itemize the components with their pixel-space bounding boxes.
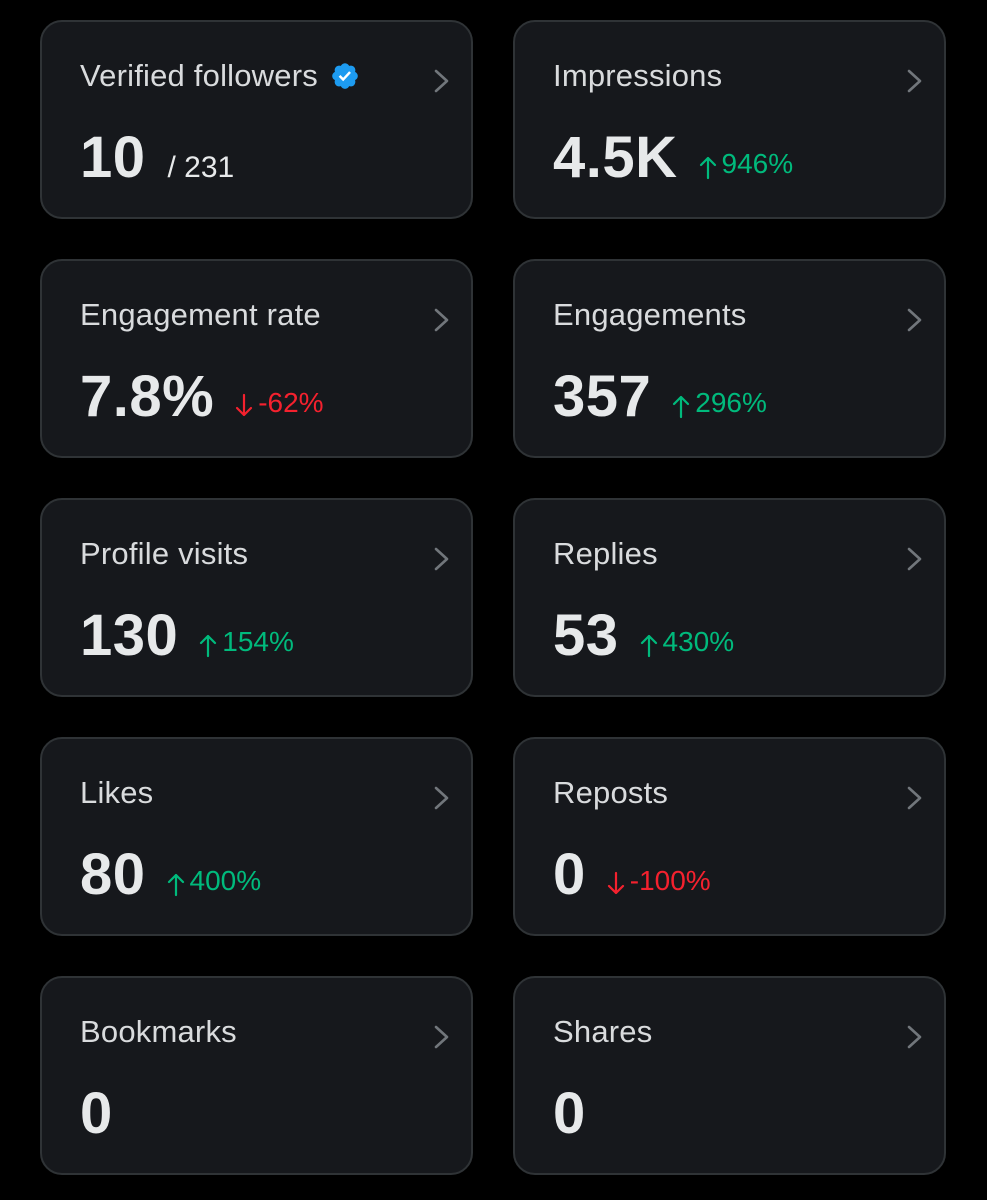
metric-value-row: 130 154%	[80, 602, 294, 672]
metric-value-row: 0	[553, 1080, 586, 1150]
metric-card-engagement-rate[interactable]: Engagement rate 7.8% -62%	[40, 259, 473, 458]
chevron-right-icon	[907, 786, 922, 810]
metric-change-value: 430%	[662, 626, 735, 657]
metric-value: 7.8%	[80, 364, 215, 429]
arrow-up-icon	[640, 634, 657, 658]
metric-value-row: 357 296%	[553, 363, 767, 433]
metric-change-value: 154%	[222, 626, 294, 657]
metric-change: 154%	[198, 626, 294, 658]
arrow-down-icon	[236, 393, 253, 417]
metric-value-row: 0	[80, 1080, 113, 1150]
chevron-right-icon	[907, 308, 922, 332]
metric-value: 80	[80, 842, 146, 907]
metric-value: 0	[553, 1081, 586, 1146]
metric-label-wrap: Replies	[553, 536, 658, 572]
metric-value: 130	[80, 603, 179, 668]
metric-value: 10	[80, 125, 146, 190]
metric-label: Shares	[553, 1014, 653, 1049]
chevron-right-icon	[434, 547, 449, 571]
metric-card-profile-visits[interactable]: Profile visits 130 154%	[40, 498, 473, 697]
metric-label-wrap: Profile visits	[80, 536, 248, 572]
metric-label: Engagements	[553, 297, 747, 332]
metric-label-wrap: Engagements	[553, 297, 747, 333]
chevron-right-icon	[434, 786, 449, 810]
metric-label-wrap: Shares	[553, 1014, 652, 1050]
arrow-up-icon	[167, 873, 184, 897]
metric-value-row: 10 / 231	[80, 124, 234, 194]
metric-change: 430%	[639, 626, 735, 658]
metric-label: Reposts	[553, 775, 669, 810]
metric-change-value: 296%	[695, 387, 767, 418]
metric-change-value: 400%	[189, 865, 262, 896]
metric-value-row: 80 400%	[80, 841, 261, 911]
metric-change: 400%	[166, 865, 262, 897]
metric-label: Replies	[553, 536, 658, 571]
verified-badge-icon	[332, 63, 358, 89]
metric-card-impressions[interactable]: Impressions 4.5K 946%	[513, 20, 946, 219]
metric-label-wrap: Bookmarks	[80, 1014, 237, 1050]
metric-card-reposts[interactable]: Reposts 0 -100%	[513, 737, 946, 936]
arrow-up-icon	[673, 395, 690, 419]
chevron-right-icon	[434, 1025, 449, 1049]
chevron-right-icon	[907, 1025, 922, 1049]
metric-label: Impressions	[553, 58, 723, 93]
metric-value: 0	[553, 842, 586, 907]
metric-change-value: 946%	[721, 148, 794, 179]
metric-change: 296%	[671, 387, 767, 419]
metric-value: 53	[553, 603, 619, 668]
metric-total: / 231	[167, 151, 235, 184]
metric-change-value: -62%	[258, 387, 324, 418]
metric-card-engagements[interactable]: Engagements 357 296%	[513, 259, 946, 458]
metric-change: -62%	[234, 387, 324, 419]
metric-card-verified-followers[interactable]: Verified followers 10 / 231	[40, 20, 473, 219]
metric-label: Profile visits	[80, 536, 249, 571]
metric-change-value: -100%	[629, 865, 711, 896]
metric-change: 946%	[698, 148, 794, 180]
metric-card-likes[interactable]: Likes 80 400%	[40, 737, 473, 936]
metric-value-row: 53 430%	[553, 602, 734, 672]
metric-label: Likes	[80, 775, 154, 810]
metric-value-row: 7.8% -62%	[80, 363, 324, 433]
metric-label: Bookmarks	[80, 1014, 237, 1049]
metric-value: 0	[80, 1081, 113, 1146]
metric-value: 4.5K	[553, 125, 678, 190]
metric-label-wrap: Likes	[80, 775, 153, 811]
metric-value: 357	[553, 364, 652, 429]
metric-label-wrap: Verified followers	[80, 58, 360, 94]
arrow-up-icon	[699, 156, 716, 180]
metric-label-wrap: Reposts	[553, 775, 668, 811]
metric-value-row: 4.5K 946%	[553, 124, 793, 194]
metric-label-wrap: Engagement rate	[80, 297, 321, 333]
metric-card-replies[interactable]: Replies 53 430%	[513, 498, 946, 697]
chevron-right-icon	[907, 547, 922, 571]
metric-card-shares[interactable]: Shares 0	[513, 976, 946, 1175]
chevron-right-icon	[434, 69, 449, 93]
chevron-right-icon	[907, 69, 922, 93]
arrow-up-icon	[200, 634, 217, 658]
metric-label: Engagement rate	[80, 297, 321, 332]
metric-card-bookmarks[interactable]: Bookmarks 0	[40, 976, 473, 1175]
arrow-down-icon	[607, 871, 624, 895]
chevron-right-icon	[434, 308, 449, 332]
metric-change: -100%	[606, 865, 711, 897]
metric-label: Verified followers	[80, 58, 318, 93]
metric-value-row: 0 -100%	[553, 841, 711, 911]
metric-label-wrap: Impressions	[553, 58, 722, 94]
